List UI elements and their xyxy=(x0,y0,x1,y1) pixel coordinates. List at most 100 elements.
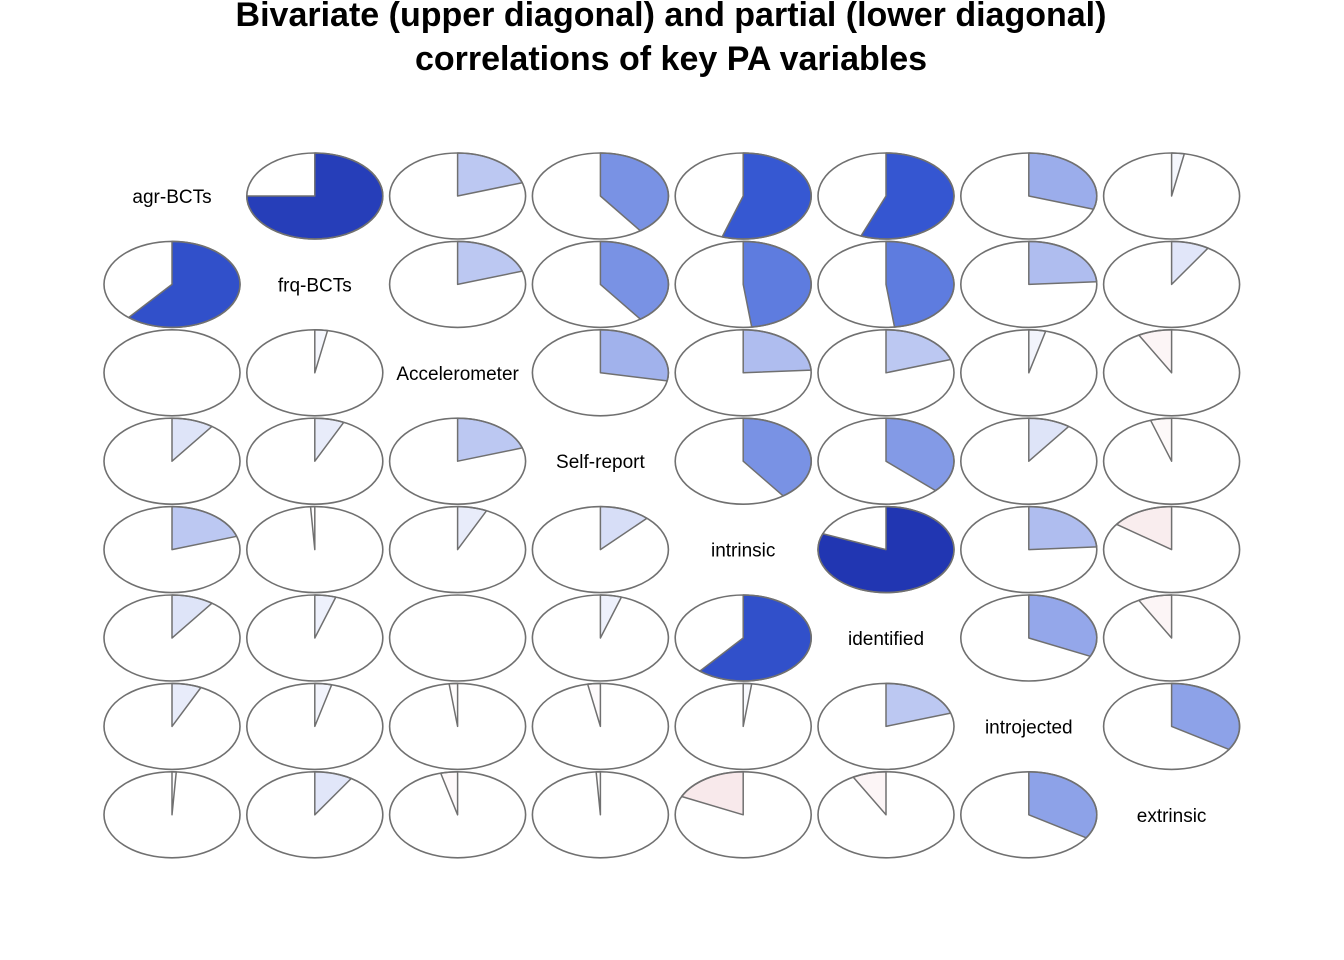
pie-wedge xyxy=(456,152,524,197)
correlogram-cells: agr-BCTs frq-BCTs Accelerometer Self-report… xyxy=(103,152,1241,859)
pie-outline xyxy=(674,770,813,859)
pie-wedge xyxy=(456,417,524,462)
pie-wedge xyxy=(599,505,648,551)
pie-wedge xyxy=(1170,152,1186,197)
pie-cell-extrinsic-agr-bcts xyxy=(103,770,241,859)
pie-cell-frq-bcts-extrinsic xyxy=(1102,240,1241,329)
pie-cell-introjected-frq-bcts xyxy=(245,682,384,771)
pie-outline xyxy=(817,682,955,771)
pie-wedge xyxy=(1138,594,1173,639)
pie-cell-accelerometer-extrinsic xyxy=(1102,328,1241,417)
pie-wedge xyxy=(595,771,602,816)
pie-outline xyxy=(1102,682,1241,771)
variable-label-intrinsic: intrinsic xyxy=(711,541,775,562)
pie-wedge xyxy=(860,152,955,240)
pie-outline xyxy=(1102,240,1241,329)
pie-outline xyxy=(1102,417,1241,506)
pie-cell-extrinsic-accelerometer xyxy=(388,770,527,859)
pie-cell-self-report-extrinsic xyxy=(1102,417,1241,506)
pie-wedge xyxy=(885,329,952,374)
pie-outline xyxy=(1102,505,1241,594)
pie-wedge xyxy=(456,240,524,286)
pie-outline xyxy=(245,770,384,859)
pie-cell-identified-intrinsic xyxy=(674,594,813,682)
pie-cell-introjected-intrinsic xyxy=(674,682,813,771)
pie-wedge xyxy=(1028,771,1098,839)
pie-wedge xyxy=(885,682,952,728)
pie-cell-introjected-self-report xyxy=(531,682,670,771)
pie-wedge xyxy=(721,152,812,240)
pie-cell-accelerometer-self-report xyxy=(531,328,670,417)
pie-cell-intrinsic-accelerometer xyxy=(388,505,527,594)
pie-outline xyxy=(245,594,384,682)
pie-outline xyxy=(245,417,384,506)
pie-cell-accelerometer-introjected xyxy=(960,328,1098,417)
pie-outline xyxy=(531,328,670,417)
pie-outline xyxy=(388,682,527,771)
pie-outline xyxy=(531,152,670,240)
pie-outline xyxy=(531,682,670,771)
pie-wedge xyxy=(1170,240,1209,286)
pie-outline xyxy=(817,505,955,594)
pie-cell-accelerometer-frq-bcts xyxy=(245,328,384,417)
pie-cell-frq-bcts-agr-bcts xyxy=(103,240,241,329)
pie-outline xyxy=(960,770,1098,859)
pie-outline xyxy=(531,594,670,682)
pie-cell-identified-agr-bcts xyxy=(103,594,241,682)
pie-outline xyxy=(960,594,1098,682)
pie-cell-self-report-introjected xyxy=(960,417,1098,506)
pie-wedge xyxy=(1028,329,1047,374)
pie-cell-agr-bcts-accelerometer xyxy=(388,152,527,240)
pie-cell-frq-bcts-self-report xyxy=(531,240,670,329)
pie-cell-introjected-agr-bcts xyxy=(103,682,241,771)
chart-title-line-1: Bivariate (upper diagonal) and partial (… xyxy=(236,0,1107,34)
pie-outline xyxy=(1102,152,1241,240)
pie-outline xyxy=(960,152,1098,240)
pie-cell-extrinsic-self-report xyxy=(531,770,670,859)
pie-outline xyxy=(674,594,813,682)
pie-wedge xyxy=(1138,329,1173,374)
pie-wedge xyxy=(586,682,602,728)
pie-outline xyxy=(245,328,384,417)
pie-outline xyxy=(103,505,241,594)
pie-outline xyxy=(817,417,955,506)
variable-label-extrinsic: extrinsic xyxy=(1137,806,1207,827)
pie-cell-agr-bcts-identified xyxy=(817,152,955,240)
pie-cell-introjected-accelerometer xyxy=(388,682,527,771)
pie-wedge xyxy=(314,329,329,374)
pie-outline xyxy=(817,152,955,240)
pie-cell-extrinsic-intrinsic xyxy=(674,770,813,859)
pie-outline xyxy=(531,770,670,859)
pie-outline xyxy=(817,240,955,329)
pie-outline xyxy=(103,594,241,682)
pie-cell-accelerometer-agr-bcts xyxy=(103,328,241,417)
pie-cell-extrinsic-introjected xyxy=(960,770,1098,859)
pie-outline xyxy=(388,417,527,506)
pie-cell-self-report-accelerometer xyxy=(388,417,527,506)
pie-wedge xyxy=(742,682,753,728)
pie-outline xyxy=(388,505,527,594)
pie-cell-agr-bcts-introjected xyxy=(960,152,1098,240)
pie-outline xyxy=(103,417,241,506)
pie-wedge xyxy=(171,771,178,816)
pie-cell-agr-bcts-extrinsic xyxy=(1102,152,1241,240)
pie-wedge xyxy=(171,682,202,728)
pie-wedge xyxy=(852,771,887,816)
variable-label-introjected: introjected xyxy=(985,717,1073,738)
pie-wedge xyxy=(456,505,488,551)
pie-cell-frq-bcts-identified xyxy=(817,240,955,329)
pie-wedge xyxy=(314,682,333,728)
pie-outline xyxy=(245,682,384,771)
variable-label-frq-bcts: frq-BCTs xyxy=(278,275,352,296)
pie-cell-intrinsic-self-report xyxy=(531,505,670,594)
pie-wedge xyxy=(314,594,337,639)
pie-outline xyxy=(531,240,670,329)
pie-cell-identified-accelerometer xyxy=(388,594,527,682)
pie-cell-introjected-identified xyxy=(817,682,955,771)
pie-cell-self-report-agr-bcts xyxy=(103,417,241,506)
pie-cell-introjected-extrinsic xyxy=(1102,682,1241,771)
pie-wedge xyxy=(742,240,812,328)
pie-wedge xyxy=(885,240,955,328)
pie-cell-accelerometer-intrinsic xyxy=(674,328,813,417)
pie-outline xyxy=(674,240,813,329)
